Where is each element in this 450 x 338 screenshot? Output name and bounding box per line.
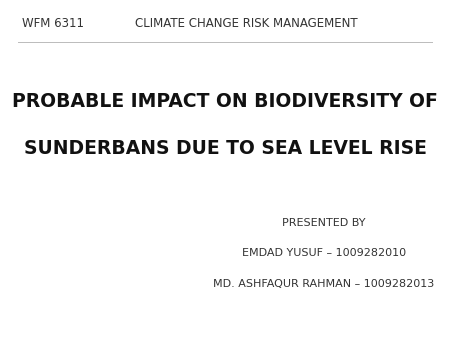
Text: CLIMATE CHANGE RISK MANAGEMENT: CLIMATE CHANGE RISK MANAGEMENT <box>135 17 358 30</box>
Text: EMDAD YUSUF – 1009282010: EMDAD YUSUF – 1009282010 <box>242 248 406 259</box>
Text: PROBABLE IMPACT ON BIODIVERSITY OF: PROBABLE IMPACT ON BIODIVERSITY OF <box>12 92 438 111</box>
Text: PRESENTED BY: PRESENTED BY <box>282 218 366 228</box>
Text: MD. ASHFAQUR RAHMAN – 1009282013: MD. ASHFAQUR RAHMAN – 1009282013 <box>213 279 435 289</box>
Text: SUNDERBANS DUE TO SEA LEVEL RISE: SUNDERBANS DUE TO SEA LEVEL RISE <box>23 139 427 158</box>
Text: WFM 6311: WFM 6311 <box>22 17 85 30</box>
